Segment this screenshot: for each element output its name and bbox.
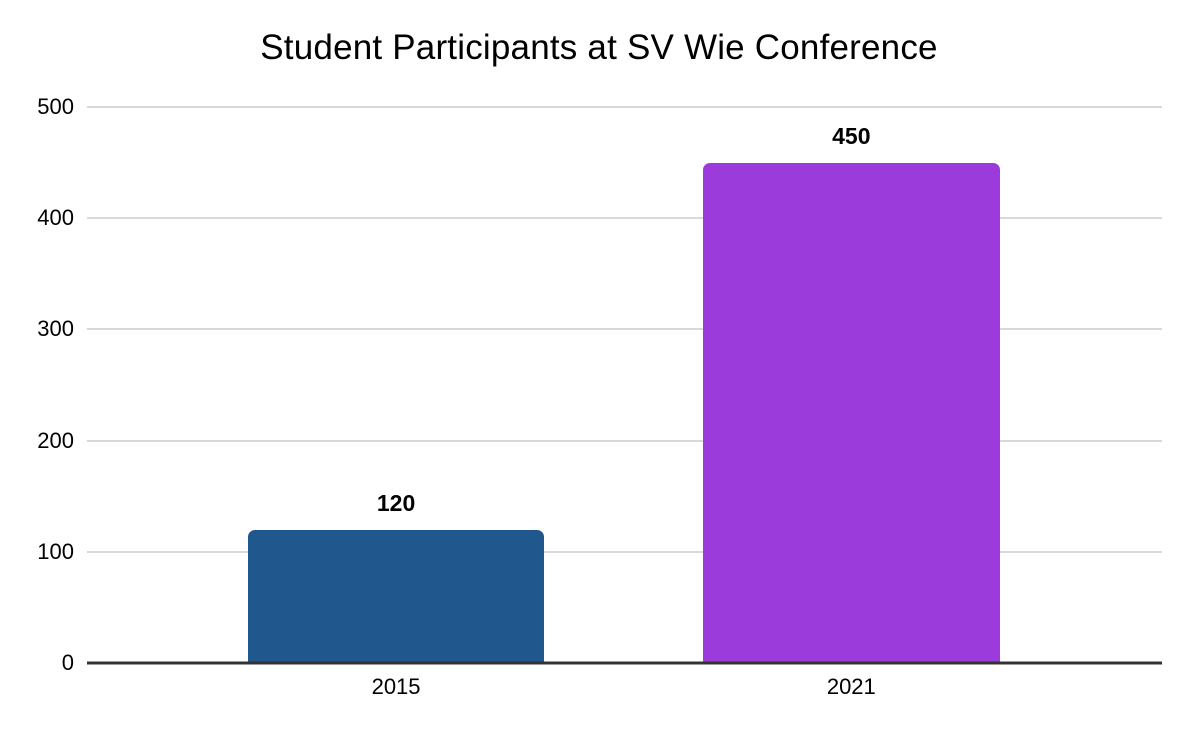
bar-value-label: 120 [376, 489, 416, 516]
x-tick-label: 2021 [826, 674, 876, 699]
y-tick-label: 400 [37, 205, 74, 231]
gridline [87, 328, 1162, 331]
y-tick-label: 300 [37, 316, 74, 342]
bar-value-label: 450 [832, 122, 871, 149]
y-tick-label: 500 [37, 94, 74, 119]
y-tick-label: 0 [61, 650, 74, 675]
chart-title: Student Participants at SV Wie Conferenc… [260, 28, 938, 67]
plot-area: 0 100 200 300 400 500 120 2015 450 2021 [37, 94, 1162, 699]
y-tick-label: 200 [37, 427, 74, 453]
gridline [87, 439, 1162, 442]
gridline [87, 217, 1162, 220]
x-tick-label: 2015 [371, 674, 421, 699]
bar-2015[interactable] [248, 529, 544, 663]
bar-2021[interactable] [702, 162, 1000, 663]
gridline [87, 550, 1162, 553]
gridline [87, 106, 1162, 108]
x-axis-line [87, 661, 1162, 665]
y-tick-label: 100 [37, 538, 74, 564]
